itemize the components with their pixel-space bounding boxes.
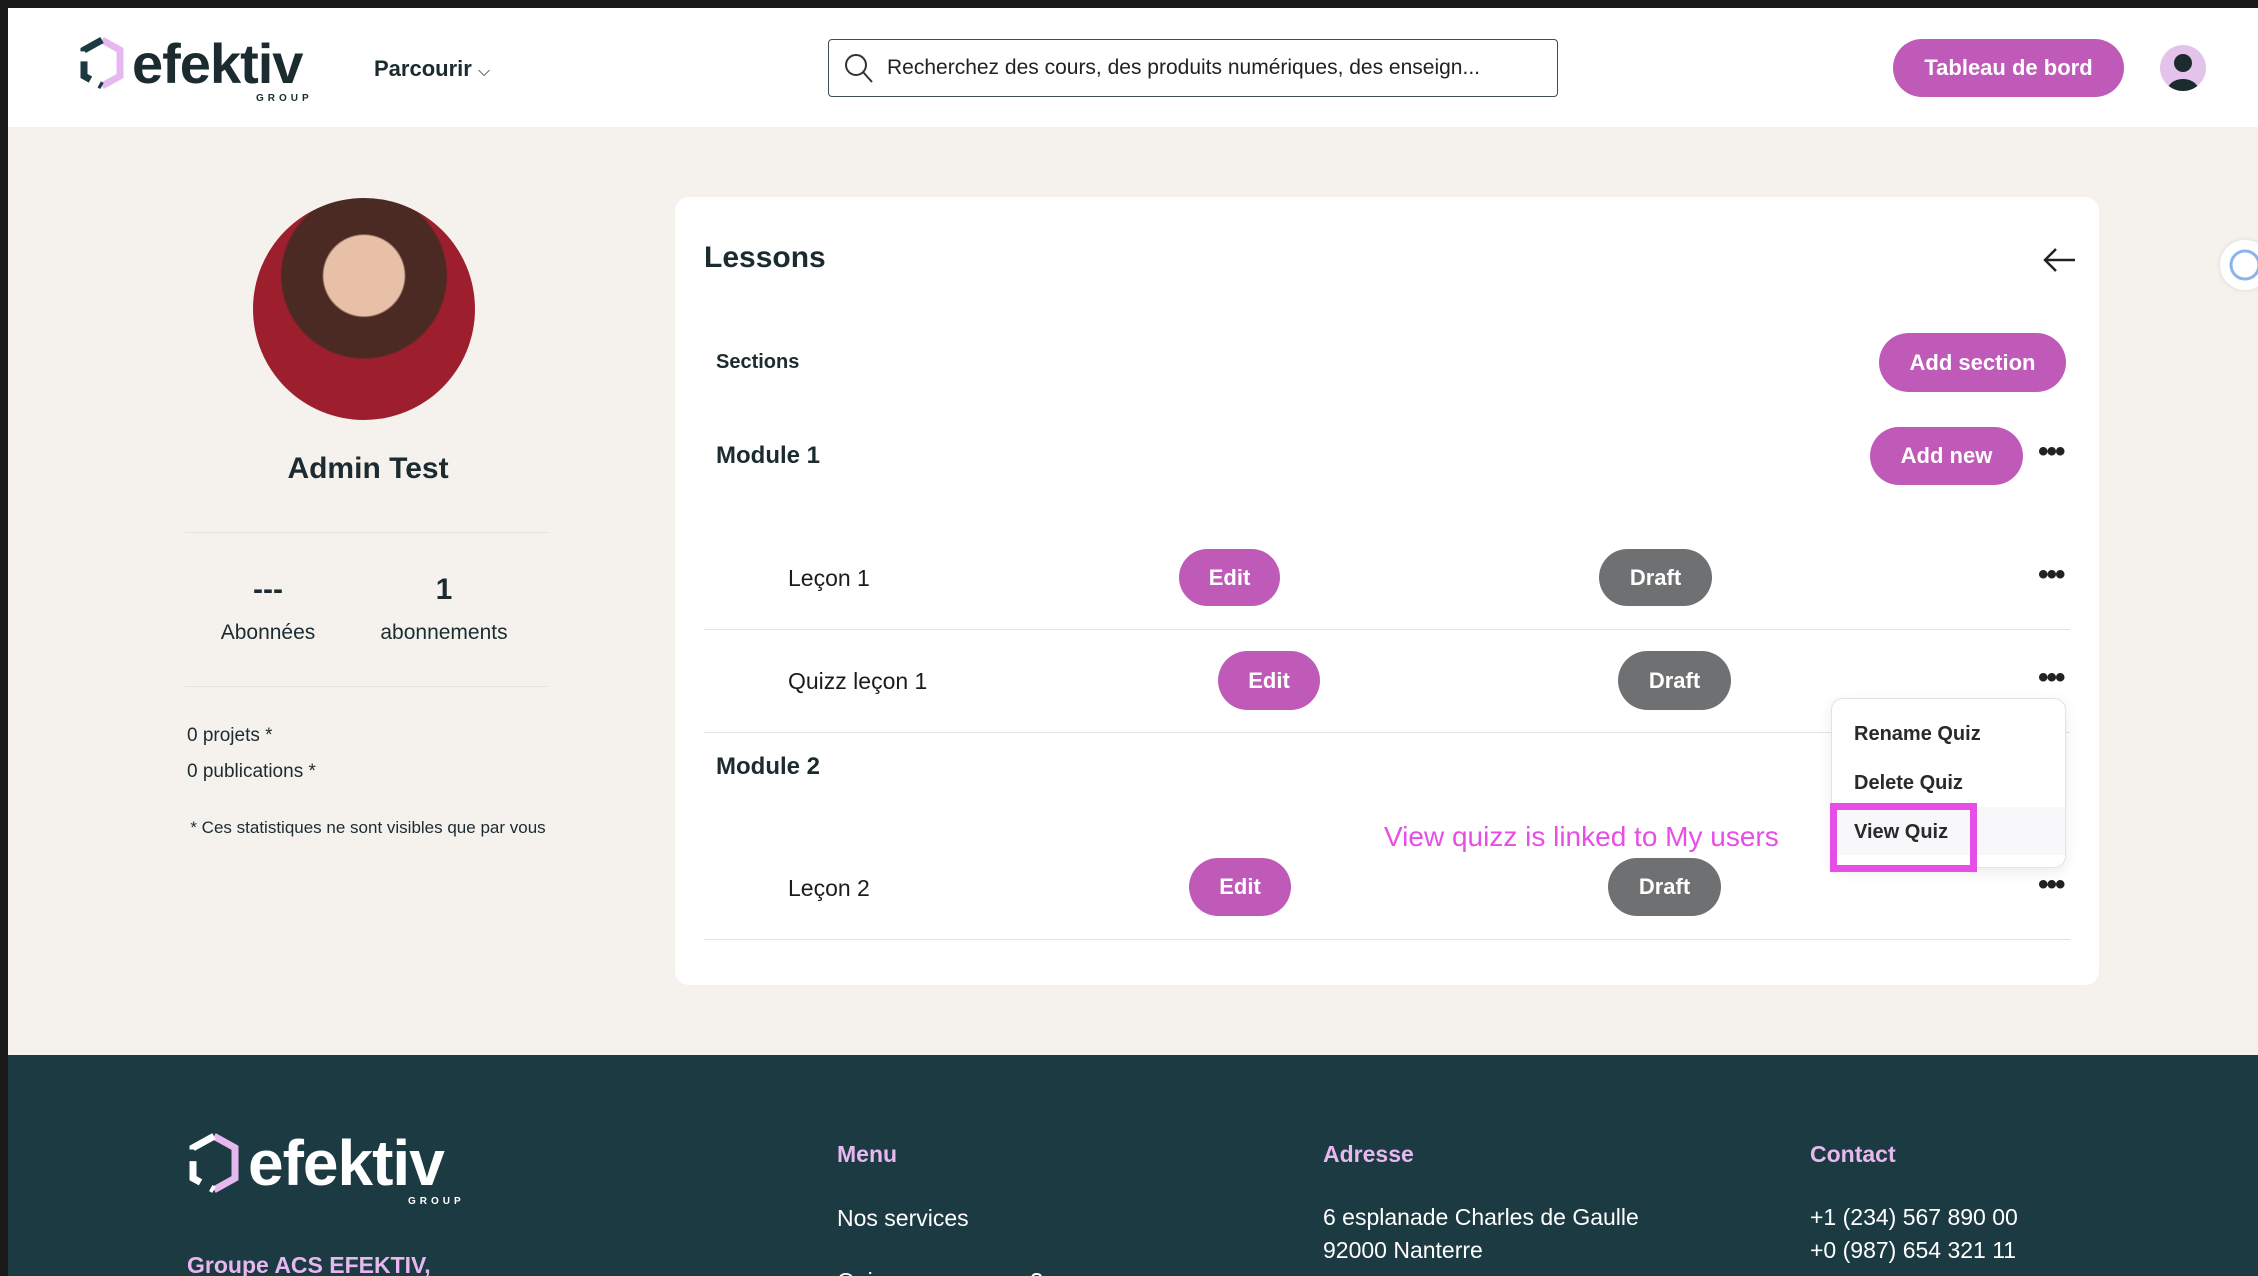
user-avatar[interactable] xyxy=(2160,45,2206,91)
browse-label: Parcourir xyxy=(374,56,472,81)
edit-button[interactable]: Edit xyxy=(1179,549,1280,606)
dashboard-button[interactable]: Tableau de bord xyxy=(1893,39,2124,97)
page: efektiv GROUP Parcourir ⌵ Recherchez des… xyxy=(8,8,2258,1276)
sections-label: Sections xyxy=(716,351,800,373)
footer: efektiv GROUP Groupe ACS EFEKTIV, Menu N… xyxy=(8,1055,2258,1276)
divider xyxy=(704,732,2070,733)
address-line: 92000 Nanterre xyxy=(1323,1237,1483,1263)
module-title: Module 2 xyxy=(716,753,821,780)
address-line: 6 esplanade Charles de Gaulle xyxy=(1323,1204,1639,1230)
subscriptions-label: abonnements xyxy=(380,621,508,644)
publications-stat: 0 publications * xyxy=(187,761,316,782)
chevron-down-icon: ⌵ xyxy=(477,63,491,80)
logo-text: efektiv xyxy=(248,1127,445,1199)
search-icon xyxy=(845,54,873,83)
add-section-button[interactable]: Add section xyxy=(1879,333,2066,392)
footer-link-services[interactable]: Nos services xyxy=(837,1205,969,1231)
floating-widget[interactable] xyxy=(2220,240,2258,290)
rename-quiz-item[interactable]: Rename Quiz xyxy=(1854,723,1981,745)
lessons-card: Lessons Sections Add section Module 1 Ad… xyxy=(675,197,2099,985)
status-badge[interactable]: Draft xyxy=(1599,549,1712,606)
header: efektiv GROUP Parcourir ⌵ Recherchez des… xyxy=(8,8,2258,127)
more-options-icon[interactable]: ••• xyxy=(2038,661,2065,694)
back-arrow-icon[interactable] xyxy=(2043,247,2077,273)
browse-menu[interactable]: Parcourir ⌵ xyxy=(374,56,490,82)
logo-sub: GROUP xyxy=(408,1196,465,1207)
footer-logo: efektiv GROUP xyxy=(186,1127,461,1207)
lesson-title: Leçon 1 xyxy=(788,565,870,591)
phone-number[interactable]: +0 (987) 654 321 11 xyxy=(1810,1237,2017,1263)
divider xyxy=(704,629,2070,630)
logo-hexagon-icon xyxy=(80,36,124,90)
status-badge[interactable]: Draft xyxy=(1608,858,1721,916)
quiz-options-menu: Rename Quiz Delete Quiz View Quiz xyxy=(1831,698,2066,868)
phone-number[interactable]: +1 (234) 567 890 00 xyxy=(1810,1204,2018,1230)
lesson-title: Leçon 2 xyxy=(788,875,870,901)
stats-note: * Ces statistiques ne sont visibles que … xyxy=(190,818,546,837)
logo-text: efektiv xyxy=(132,32,303,95)
user-icon xyxy=(2167,54,2199,91)
edit-button[interactable]: Edit xyxy=(1189,858,1291,916)
projects-stat: 0 projets * xyxy=(187,725,273,746)
annotation-note: View quizz is linked to My users xyxy=(1384,821,1779,852)
view-quiz-highlight xyxy=(1830,803,1977,872)
logo[interactable]: efektiv GROUP xyxy=(78,32,309,104)
profile-name: Admin Test xyxy=(287,452,449,485)
widget-icon xyxy=(2229,249,2258,281)
subscriptions-count: 1 xyxy=(435,573,453,606)
more-options-icon[interactable]: ••• xyxy=(2038,868,2065,901)
quiz-title: Quizz leçon 1 xyxy=(788,668,928,694)
divider xyxy=(704,939,2070,940)
edit-button[interactable]: Edit xyxy=(1218,651,1320,710)
followers-label: Abonnées xyxy=(220,621,316,644)
add-new-button[interactable]: Add new xyxy=(1870,427,2023,485)
status-badge[interactable]: Draft xyxy=(1618,651,1731,710)
delete-quiz-item[interactable]: Delete Quiz xyxy=(1854,772,1963,794)
menu-hover-bg xyxy=(1832,807,2065,855)
divider xyxy=(185,686,548,687)
view-quiz-item[interactable]: View Quiz xyxy=(1854,821,1949,843)
company-name: Groupe ACS EFEKTIV, xyxy=(187,1252,431,1276)
contact-heading: Contact xyxy=(1810,1141,1896,1167)
search-input[interactable]: Recherchez des cours, des produits numér… xyxy=(828,39,1558,97)
footer-link-about[interactable]: Qui sommes-nous ? xyxy=(837,1268,1043,1276)
search-placeholder: Recherchez des cours, des produits numér… xyxy=(887,56,1480,79)
address-heading: Adresse xyxy=(1323,1141,1414,1167)
menu-heading: Menu xyxy=(837,1141,898,1167)
followers-count: --- xyxy=(253,573,283,606)
logo-hexagon-icon xyxy=(189,1133,239,1193)
more-options-icon[interactable]: ••• xyxy=(2038,435,2065,468)
module-title: Module 1 xyxy=(716,442,821,469)
more-options-icon[interactable]: ••• xyxy=(2038,558,2065,591)
lessons-title: Lessons xyxy=(704,241,826,274)
logo-sub: GROUP xyxy=(256,93,313,104)
divider xyxy=(185,532,548,533)
profile-photo xyxy=(253,198,475,420)
